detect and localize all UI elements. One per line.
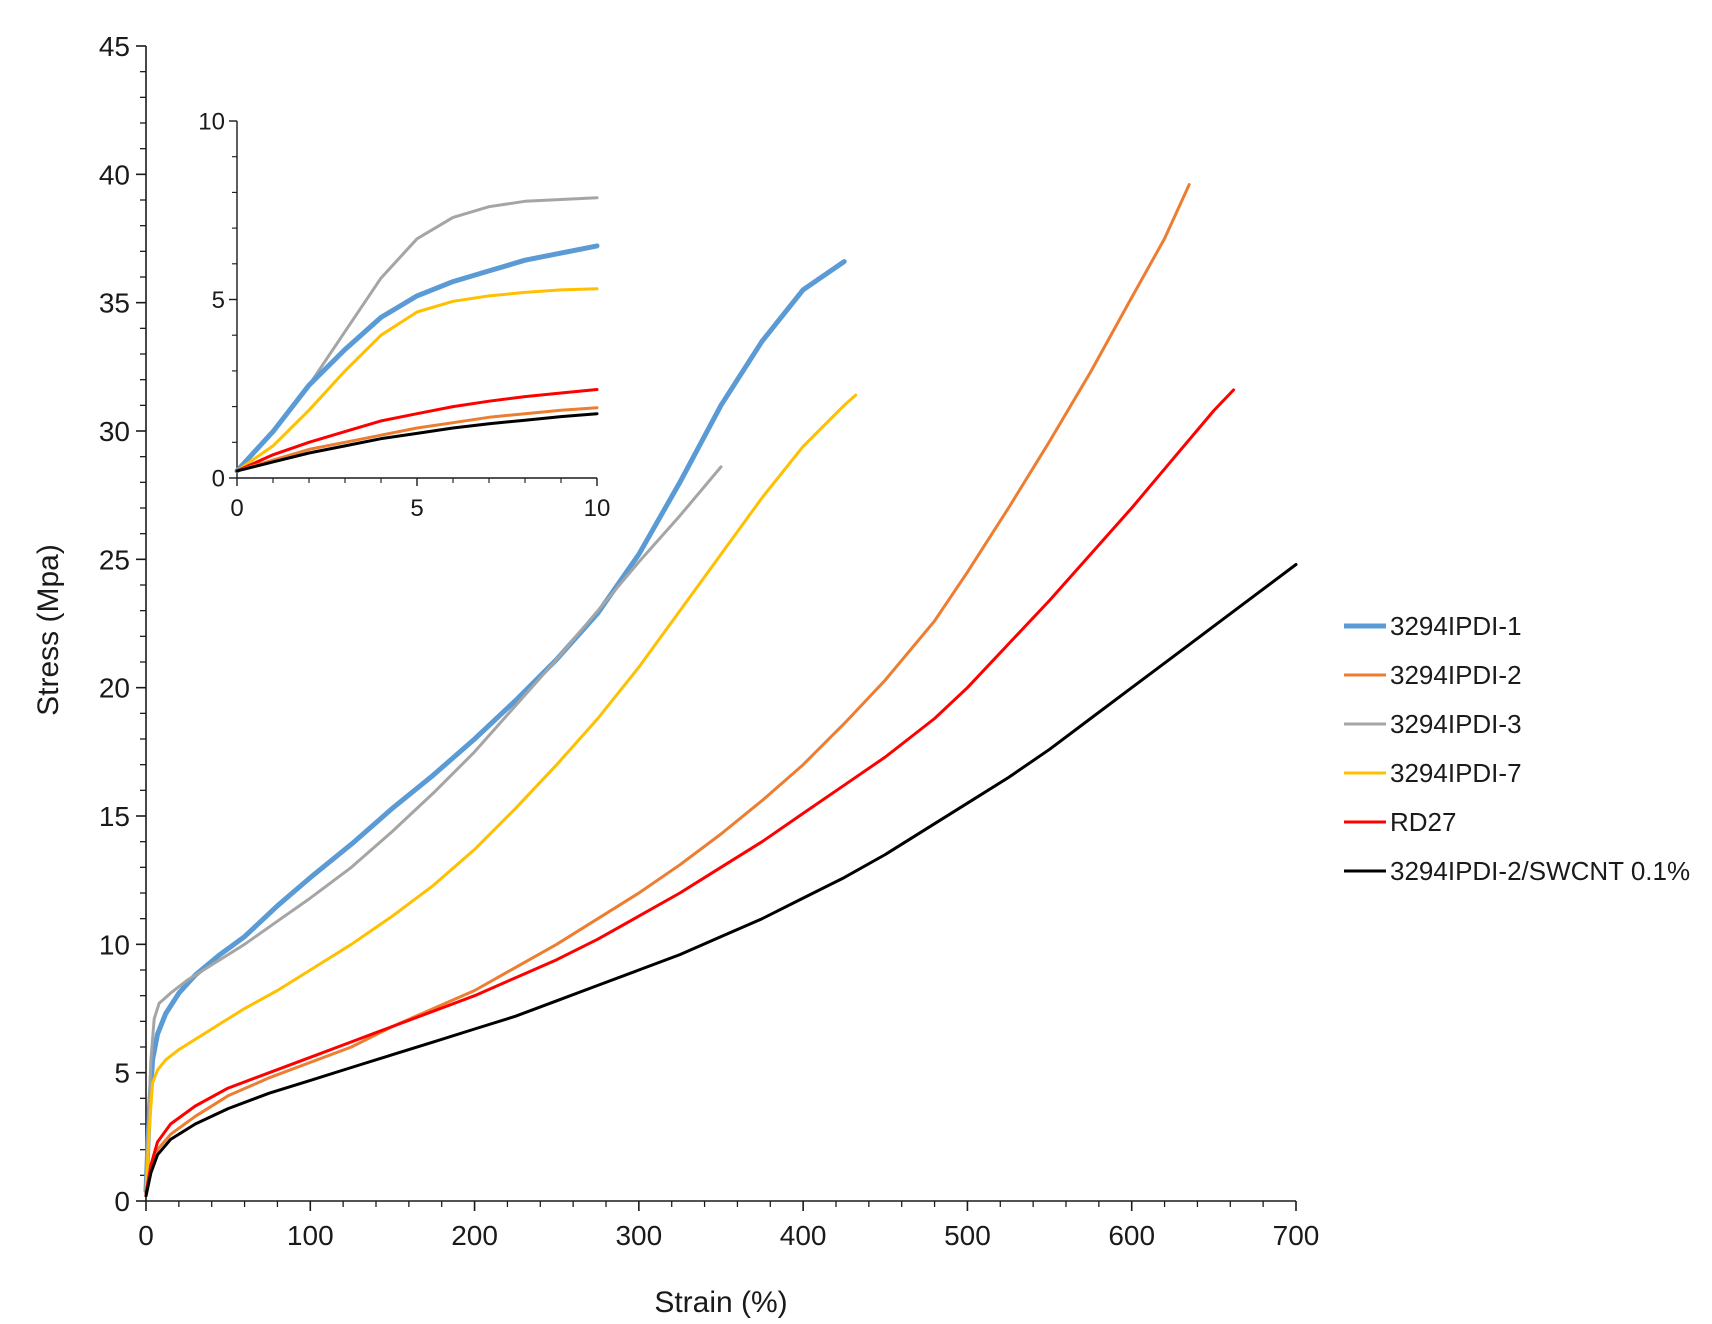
main-y-tick-label: 25: [99, 544, 130, 575]
main-y-tick-label: 5: [114, 1058, 130, 1089]
main-x-tick-label: 400: [780, 1220, 827, 1251]
legend-label-3294ipdi-7: 3294IPDI-7: [1390, 758, 1522, 788]
main-x-tick-label: 200: [451, 1220, 498, 1251]
main-y-tick-label: 15: [99, 801, 130, 832]
inset-series-line-3294ipdi-2: [235, 406, 599, 473]
inset-x-tick-label: 5: [410, 495, 423, 522]
main-series-line-3294ipdi-3: [144, 465, 723, 1190]
y-axis-title: Stress (Mpa): [32, 544, 65, 716]
legend-label-rd27: RD27: [1390, 807, 1456, 837]
main-series-line-rd27: [144, 388, 1236, 1195]
main-x-tick-label: 0: [138, 1220, 154, 1251]
inset-x-tick-label: 0: [230, 495, 243, 522]
main-y-tick-label: 45: [99, 31, 130, 62]
main-y-tick-label: 30: [99, 416, 130, 447]
inset-series-line-3294ipdi-7: [235, 287, 599, 473]
main-series-line-3294ipdi-7: [144, 393, 858, 1195]
main-x-tick-label: 500: [944, 1220, 991, 1251]
inset-x-tick-label: 10: [584, 495, 611, 522]
inset-series-line-3294ipdi-1: [234, 243, 600, 474]
inset-series-line-rd27: [235, 388, 599, 473]
main-series-line-3294ipdi-2-swcnt-0-1: [144, 563, 1298, 1198]
main-y-tick-label: 35: [99, 288, 130, 319]
main-y-tick-label: 20: [99, 673, 130, 704]
main-y-tick-label: 40: [99, 159, 130, 190]
inset-y-tick-label: 10: [198, 109, 225, 136]
main-y-tick-label: 0: [114, 1186, 130, 1217]
inset-y-tick-label: 5: [212, 287, 225, 314]
legend-label-3294ipdi-1: 3294IPDI-1: [1390, 611, 1522, 641]
main-y-tick-label: 10: [99, 929, 130, 960]
main-x-tick-label: 100: [287, 1220, 334, 1251]
x-axis-title: Strain (%): [654, 1286, 787, 1319]
main-x-tick-label: 700: [1273, 1220, 1320, 1251]
legend-label-3294ipdi-3: 3294IPDI-3: [1390, 709, 1522, 739]
inset-y-tick-label: 0: [212, 466, 225, 493]
main-series-line-3294ipdi-2: [144, 183, 1191, 1198]
main-x-tick-label: 600: [1108, 1220, 1155, 1251]
main-series-line-3294ipdi-1: [143, 259, 847, 1194]
legend-label-3294ipdi-2: 3294IPDI-2: [1390, 660, 1522, 690]
main-x-tick-label: 300: [615, 1220, 662, 1251]
legend-label-3294ipdi-2-swcnt-0-1: 3294IPDI-2/SWCNT 0.1%: [1390, 856, 1690, 886]
inset-series-line-3294ipdi-2-swcnt-0-1: [235, 412, 599, 473]
